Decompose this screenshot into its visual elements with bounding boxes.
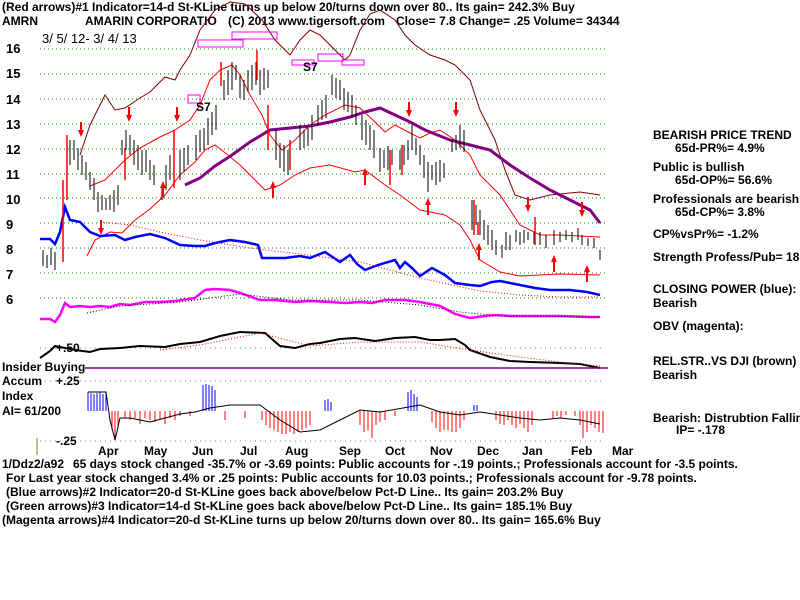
relstr-label: REL.STR..VS DJI (brown) [653,354,797,368]
ip-value: IP= -.178 [676,423,726,437]
x-tick: Nov [430,444,453,458]
y-tick: 6 [6,292,14,307]
x-tick: Oct [385,444,406,458]
y-tick: 13 [6,117,21,132]
footer-line-4: (Green arrows)#3 Indicator=14-d St-KLine… [6,499,573,513]
company-name: AMARIN CORPORATIO [85,14,217,28]
pros-status: Professionals are bearish [653,192,800,206]
y-tick: 15 [6,66,21,81]
y-tick: 14 [6,92,21,107]
red-buy-arrows [160,168,590,282]
svg-text:S7: S7 [196,100,211,114]
accum-index-bars [87,384,604,441]
footer-line-5: (Magenta arrows)#4 Indicator=20-d St-KLi… [2,513,601,527]
y-tick: 11 [6,167,20,182]
pr-value: 65d-PR%= 4.9% [675,141,765,155]
x-tick: Mar [612,444,634,458]
y-tick: 8 [6,242,14,257]
insider-buying-label: Insider Buying [2,360,86,374]
accum-plus25-label: +.25 [56,374,80,388]
moving-average-line [184,106,602,224]
x-tick: May [144,444,168,458]
copyright: (C) 2013 www.tigersoft.com [228,14,385,28]
quote-info: Close= 7.8 Change= .25 Volume= 34344 [396,14,620,28]
relstr-status: Bearish [653,368,698,382]
indicator-line-1: (Red arrows)#1 Indicator=14-d St-KLine t… [2,0,575,14]
cpvspr-value: CP%vsPr%= -1.2% [653,227,759,241]
red-price-bars [62,50,536,262]
x-tick: Jun [192,444,214,458]
y-tick: 16 [6,41,21,56]
closing-power-label: CLOSING POWER (blue): [653,282,797,296]
obv-line [40,287,600,324]
op-value: 65d-OP%= 56.6% [675,173,773,187]
x-tick: Apr [98,444,119,458]
x-tick: Aug [285,444,309,458]
accum-label: Accum [2,374,43,388]
price-bars [42,62,601,270]
magenta-arrows [187,31,365,104]
upper-band [79,1,601,201]
x-tick: Dec [477,444,500,458]
x-tick: Sep [339,444,362,458]
x-tick: Feb [571,444,593,458]
x-tick: Jan [522,444,543,458]
footer-line-2: For Last year stock changed 3.4% or .25 … [6,471,697,485]
y-tick: 10 [6,192,21,207]
index-label: Index [2,389,34,403]
footer-prefix: 1/Ddz2/a92 [2,457,65,471]
upper-inner-band [89,64,601,238]
red-sell-arrows [78,102,585,235]
y-tick: 7 [6,267,14,282]
ticker: AMRN [2,14,38,28]
footer-line-3: (Blue arrows)#2 Indicator=20-d St-KLine … [6,485,564,499]
obv-label: OBV (magenta): [653,319,744,333]
cp-value: 65d-CP%= 3.8% [675,205,765,219]
rel-strength-line [39,330,601,369]
svg-text:S7: S7 [303,60,318,74]
footer-line-1: 65 days stock changed -35.7% or -3.69 po… [73,457,738,471]
trend-title: BEARISH PRICE TREND [653,128,792,142]
closing-power-line [40,202,601,297]
rel-str-plus50-label: +.50 [56,341,80,355]
s7-labels: S7 S7 [196,60,318,114]
x-tick: Jul [240,444,258,458]
y-tick: 12 [6,142,21,157]
date-range: 3/ 5/ 12- 3/ 4/ 13 [42,31,137,46]
distribution-status: Bearish: Distrubtion Falling [653,411,800,425]
accum-minus25-label: -.25 [56,434,77,448]
ai-value-label: AI= 61/200 [2,404,62,418]
y-tick: 9 [6,217,14,232]
closing-power-status: Bearish [653,296,698,310]
strength-value: Strength Profess/Pub= 18 [653,250,800,264]
public-status: Public is bullish [653,160,745,174]
lower-inner-band [86,144,601,277]
